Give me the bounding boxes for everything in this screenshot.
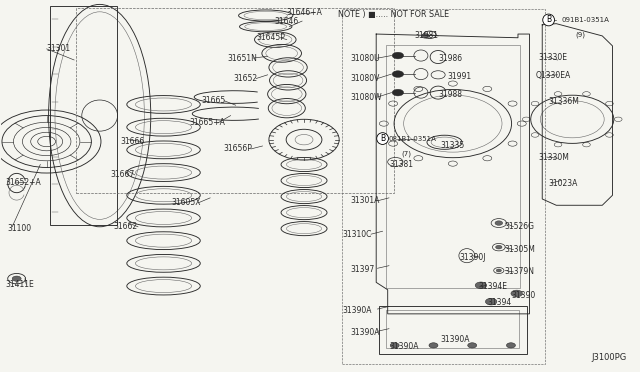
Circle shape [392, 52, 404, 59]
Circle shape [485, 298, 497, 305]
Circle shape [495, 221, 502, 225]
Text: 31651N: 31651N [227, 54, 257, 62]
Bar [76, 8, 394, 193]
Text: 31397: 31397 [351, 265, 375, 274]
Text: 31390A: 31390A [351, 328, 380, 337]
Bar [342, 9, 545, 364]
Text: 31305M: 31305M [504, 245, 535, 254]
Text: 31526G: 31526G [504, 222, 534, 231]
Circle shape [506, 343, 515, 348]
Text: (7): (7) [402, 150, 412, 157]
Bar [387, 310, 519, 348]
Text: 31394E: 31394E [478, 282, 508, 291]
Text: 31666: 31666 [121, 137, 145, 146]
Text: 31988: 31988 [438, 90, 462, 99]
Text: 31646: 31646 [274, 17, 298, 26]
Text: B: B [546, 16, 551, 25]
Text: (9): (9) [575, 32, 586, 38]
Text: 31336M: 31336M [548, 97, 579, 106]
Text: 081B1-0351A: 081B1-0351A [389, 135, 437, 142]
Text: NOTE ) ■..... NOT FOR SALE: NOTE ) ■..... NOT FOR SALE [338, 10, 449, 19]
Text: J3100PG: J3100PG [591, 353, 627, 362]
Text: 31991: 31991 [448, 72, 472, 81]
Circle shape [392, 89, 404, 96]
Text: 31394: 31394 [487, 298, 511, 307]
Text: 31390A: 31390A [342, 306, 372, 315]
Text: 31390A: 31390A [389, 341, 419, 350]
Circle shape [429, 343, 438, 348]
Bar [386, 45, 520, 288]
Text: 31411E: 31411E [6, 280, 35, 289]
Text: 31652+A: 31652+A [6, 178, 42, 187]
Text: 31605X: 31605X [172, 198, 202, 207]
Text: 31665+A: 31665+A [189, 119, 225, 128]
Circle shape [495, 245, 502, 249]
Text: 31986: 31986 [438, 54, 462, 62]
Circle shape [390, 343, 399, 348]
Text: 31645P: 31645P [256, 33, 285, 42]
Text: B: B [380, 134, 385, 143]
Text: 31667: 31667 [111, 170, 135, 179]
Text: 31080U: 31080U [351, 54, 380, 62]
Text: 31301A: 31301A [351, 196, 380, 205]
Text: 31080W: 31080W [351, 93, 382, 102]
Circle shape [392, 71, 404, 77]
Circle shape [468, 343, 477, 348]
Bar [379, 306, 527, 353]
Circle shape [422, 34, 429, 38]
Text: 31390: 31390 [511, 291, 536, 300]
Circle shape [12, 276, 21, 281]
Text: 31080V: 31080V [351, 74, 380, 83]
Bar [50, 6, 117, 225]
Text: 31330E: 31330E [538, 52, 568, 61]
Text: 31100: 31100 [7, 224, 31, 233]
Text: 31656P: 31656P [223, 144, 252, 153]
Circle shape [511, 290, 522, 297]
Text: 31335: 31335 [440, 141, 464, 151]
Text: 091B1-0351A: 091B1-0351A [561, 17, 609, 23]
Text: 31301: 31301 [47, 44, 71, 53]
Text: 31379N: 31379N [504, 267, 534, 276]
Text: 31310C: 31310C [342, 230, 372, 240]
Text: 31390A: 31390A [440, 335, 470, 344]
Circle shape [496, 269, 501, 272]
Circle shape [475, 282, 486, 289]
Text: 31390J: 31390J [460, 253, 486, 262]
Text: 31330M: 31330M [538, 153, 570, 161]
Text: 31023A: 31023A [548, 179, 578, 187]
Text: 31646+A: 31646+A [287, 8, 323, 17]
Text: 31981: 31981 [415, 31, 438, 41]
Text: 31381: 31381 [389, 160, 413, 169]
Text: 31652: 31652 [234, 74, 258, 83]
Text: 31662: 31662 [114, 222, 138, 231]
Text: 31665: 31665 [202, 96, 226, 105]
Text: Q1330EA: Q1330EA [536, 71, 571, 80]
